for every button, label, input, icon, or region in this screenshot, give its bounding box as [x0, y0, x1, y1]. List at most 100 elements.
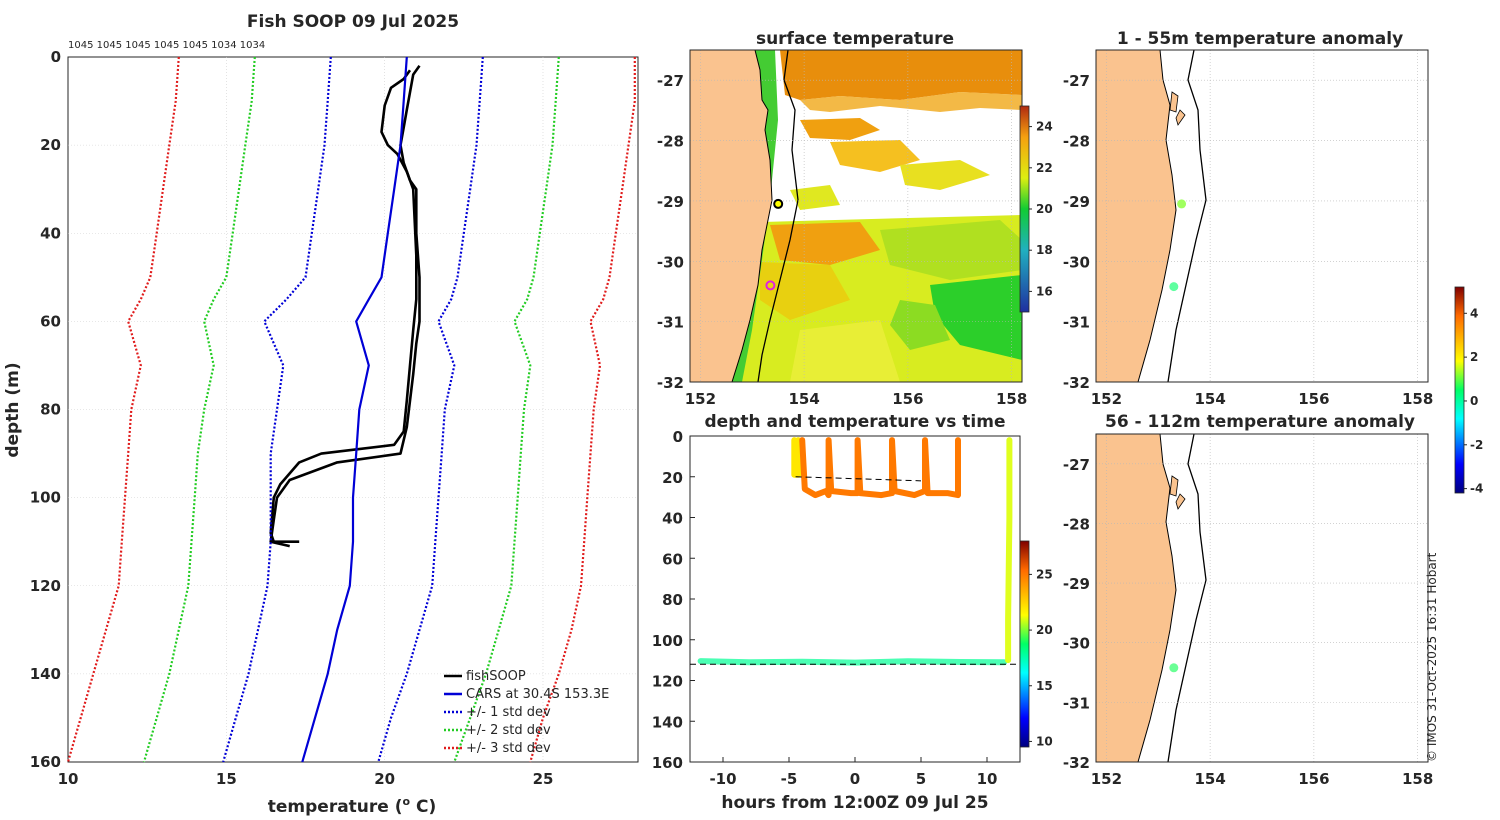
map-ytick-label: -30 — [657, 253, 684, 271]
sst-map-image — [690, 50, 1022, 382]
time-reference-line — [795, 476, 922, 482]
sst-colorbar-tick-label: 18 — [1036, 243, 1053, 257]
time-colorbar-tick-label: 20 — [1036, 623, 1053, 637]
map-xtick-label: 154 — [1194, 770, 1225, 788]
map-xtick-label: 158 — [1402, 390, 1433, 408]
map-ytick-label: -28 — [657, 133, 684, 151]
anomaly-deep-map — [1096, 434, 1428, 762]
anomaly-point — [1177, 199, 1187, 209]
sst-colorbar-tick-label: 16 — [1036, 284, 1053, 298]
time-series-trace — [1005, 437, 1013, 664]
time-ytick-label: 80 — [662, 591, 683, 609]
profile-xtick-label: 20 — [374, 770, 395, 788]
anomaly-colorbar-tick-label: 0 — [1470, 394, 1478, 408]
profile-ytick-label: 80 — [40, 401, 61, 419]
anomaly-point — [1169, 663, 1179, 673]
map-ytick-label: -31 — [1063, 314, 1090, 332]
time-colorbar — [1019, 540, 1030, 748]
sst-colorbar-tick-label: 20 — [1036, 202, 1053, 216]
profile-grid — [68, 57, 638, 762]
map-ytick-label: -28 — [1063, 515, 1090, 533]
map-xtick-label: 154 — [788, 390, 819, 408]
time-series-trace — [799, 437, 961, 499]
profile-ytick-label: 140 — [30, 665, 61, 683]
time-xtick-label: 10 — [977, 770, 998, 788]
anomaly-colorbar — [1454, 286, 1465, 494]
sst-panel: 152 154 156 158 -27 -28 -29 -30 -31 -32 surface t… — [657, 29, 1053, 408]
anomaly-shallow-points — [1169, 199, 1187, 292]
profile-top-annotation: 1045 1045 1045 1045 1045 1034 1034 — [68, 40, 265, 51]
time-colorbar-tick-label: 15 — [1036, 679, 1053, 693]
sst-colorbar-tick-label: 22 — [1036, 161, 1053, 175]
time-xtick-label: -10 — [709, 770, 736, 788]
sst-marker — [765, 280, 776, 291]
map-xtick-label: 156 — [1298, 770, 1329, 788]
profile-ytick-label: 20 — [40, 136, 61, 154]
time-ytick-label: 40 — [662, 510, 683, 528]
profile-series-line — [377, 56, 484, 763]
profile-series-line — [142, 56, 256, 763]
map-ytick-label: -27 — [1063, 72, 1090, 90]
anomaly-shallow-axes-box — [1095, 49, 1429, 383]
map-ytick-label: -29 — [1063, 193, 1090, 211]
profile-series-line — [66, 56, 180, 763]
sst-colorbar-ticks: 16 18 20 22 24 — [1029, 120, 1053, 298]
profile-ytick-label: 0 — [51, 48, 61, 66]
map-xtick-label: 156 — [892, 390, 923, 408]
time-series-trace — [697, 658, 1008, 666]
time-ytick-label: 160 — [652, 754, 683, 772]
anomaly-colorbar-tick-label: 2 — [1470, 350, 1478, 364]
copyright-text: © IMOS 31-Oct-2025 16:31 Hobart — [1425, 552, 1439, 762]
map-xtick-label: 154 — [1194, 390, 1225, 408]
map-xtick-label: 152 — [1091, 770, 1122, 788]
anomaly-deep-axes-box — [1095, 433, 1429, 763]
anomaly-deep-panel: 152 154 156 158 -27 -28 -29 -30 -31 -32 56 - 112m… — [1063, 412, 1433, 788]
time-title: depth and temperature vs time — [705, 412, 1006, 432]
anomaly-shallow-panel: 152 154 156 158 -27 -28 -29 -30 -31 -32 1 - 55m t… — [1063, 29, 1433, 408]
map-xtick-label: 158 — [996, 390, 1027, 408]
anomaly-point — [1169, 282, 1179, 292]
profile-xtick-label: 25 — [533, 770, 554, 788]
map-ytick-label: -32 — [657, 374, 684, 392]
profile-xtick-label: 10 — [58, 770, 79, 788]
time-xtick-label: 5 — [916, 770, 926, 788]
legend-2std: +/- 2 std dev — [466, 723, 551, 738]
time-colorbar-tick-label: 10 — [1036, 734, 1053, 748]
profile-ticks: 10 15 20 25 0 20 40 60 80 100 120 140 160 — [30, 48, 554, 788]
sst-colorbar-tick-label: 24 — [1036, 120, 1053, 134]
sst-ticks: 152 154 156 158 -27 -28 -29 -30 -31 -32 — [657, 72, 1027, 408]
anomaly-shallow-map — [1096, 50, 1428, 382]
map-ytick-label: -27 — [1063, 456, 1090, 474]
time-ytick-label: 20 — [662, 469, 683, 487]
anomaly-colorbar-tick-label: -2 — [1470, 438, 1483, 452]
time-data — [690, 437, 1020, 666]
legend-cars: CARS at 30.4S 153.3E — [466, 687, 609, 702]
profile-lines — [66, 56, 636, 763]
profile-ytick-label: 100 — [30, 489, 61, 507]
map-ytick-label: -32 — [1063, 754, 1090, 772]
profile-ytick-label: 40 — [40, 224, 61, 242]
time-xtick-label: 0 — [850, 770, 860, 788]
map-ytick-label: -31 — [1063, 694, 1090, 712]
time-colorbar-ticks: 10 15 20 25 — [1029, 567, 1053, 748]
legend-fishsoop: fishSOOP — [466, 669, 526, 684]
profile-ylabel: depth (m) — [3, 362, 23, 457]
profile-panel: 10 15 20 25 0 20 40 60 80 100 120 140 160 Fish SOOP … — [3, 12, 639, 817]
legend-1std: +/- 1 std dev — [466, 705, 551, 720]
profile-series-line — [301, 56, 408, 763]
legend-3std: +/- 3 std dev — [466, 741, 551, 756]
map-xtick-label: 152 — [1091, 390, 1122, 408]
anomaly-deep-title: 56 - 112m temperature anomaly — [1105, 412, 1415, 432]
profile-legend: fishSOOP CARS at 30.4S 153.3E +/- 1 std … — [444, 669, 609, 756]
profile-ytick-label: 60 — [40, 312, 61, 330]
anomaly-deep-points — [1169, 663, 1179, 673]
anomaly-shallow-title: 1 - 55m temperature anomaly — [1117, 29, 1403, 49]
time-series-trace — [791, 437, 802, 478]
map-ytick-label: -29 — [1063, 575, 1090, 593]
profile-title: Fish SOOP 09 Jul 2025 — [247, 12, 459, 32]
map-ytick-label: -30 — [1063, 635, 1090, 653]
profile-ytick-label: 120 — [30, 577, 61, 595]
